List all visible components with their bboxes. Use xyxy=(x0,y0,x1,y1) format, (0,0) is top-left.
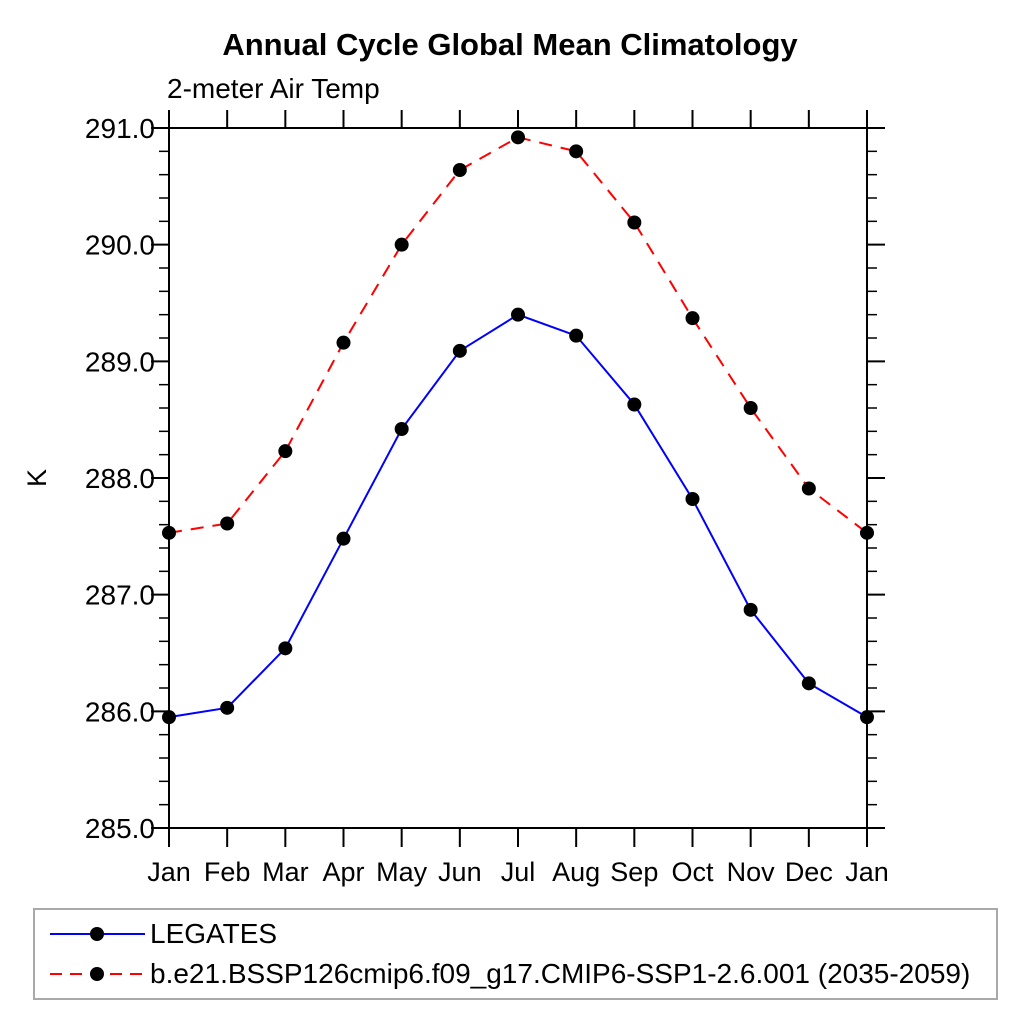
data-series xyxy=(162,130,874,725)
y-tick-label: 289.0 xyxy=(85,346,155,377)
series-line-legates xyxy=(168,313,868,719)
data-point-marker xyxy=(220,516,235,531)
data-point-marker xyxy=(394,237,409,252)
data-point-marker xyxy=(162,525,176,540)
x-tick-label: Mar xyxy=(262,857,309,887)
legend-line-sample xyxy=(50,927,145,941)
data-point-marker xyxy=(511,130,525,145)
x-tick-label: Dec xyxy=(785,857,833,887)
data-point-marker xyxy=(278,641,293,656)
data-point-marker xyxy=(801,481,816,496)
data-point-marker xyxy=(860,525,874,540)
data-point-marker xyxy=(860,710,874,725)
data-point-marker xyxy=(685,492,700,506)
chart-title: Annual Cycle Global Mean Climatology xyxy=(222,27,798,62)
data-point-marker xyxy=(627,215,642,230)
data-point-marker xyxy=(511,307,525,322)
data-point-marker xyxy=(801,676,816,691)
x-tick-label: Sep xyxy=(610,857,658,887)
data-point-marker xyxy=(336,335,351,350)
legend-item: b.e21.BSSP126cmip6.f09_g17.CMIP6-SSP1-2.… xyxy=(35,954,996,994)
x-tick-label: May xyxy=(376,857,428,887)
plot-axes xyxy=(151,110,885,847)
y-tick-label: 288.0 xyxy=(85,463,155,494)
chart-subtitle: 2-meter Air Temp xyxy=(167,73,380,104)
plot-border xyxy=(168,127,868,829)
data-point-marker xyxy=(685,311,700,326)
y-tick-label: 291.0 xyxy=(85,113,155,144)
y-tick-label: 287.0 xyxy=(85,580,155,611)
series-line-model xyxy=(168,136,868,534)
data-point-marker xyxy=(336,531,351,546)
y-tick-label: 286.0 xyxy=(85,696,155,727)
x-tick-label: Feb xyxy=(204,857,251,887)
data-point-marker xyxy=(220,700,235,715)
x-tick-label: Oct xyxy=(671,857,714,887)
y-axis-label: K xyxy=(22,469,52,487)
legend-line-sample xyxy=(50,967,145,981)
legend-marker xyxy=(90,967,104,981)
x-tick-label: Apr xyxy=(322,857,364,887)
data-point-marker xyxy=(569,328,584,343)
legend-label: LEGATES xyxy=(150,918,278,949)
data-point-marker xyxy=(162,710,176,725)
data-point-marker xyxy=(394,422,409,436)
x-tick-label: Jan xyxy=(147,857,191,887)
data-point-marker xyxy=(569,144,584,159)
x-tick-label: Jun xyxy=(438,857,482,887)
data-point-marker xyxy=(452,163,467,177)
tick-labels: 285.0 286.0 287.0 288.0 289.0 290.0 291.0 Jan Fe… xyxy=(85,113,889,887)
data-point-marker xyxy=(743,602,758,617)
data-point-marker xyxy=(743,401,758,415)
x-tick-label: Jul xyxy=(501,857,536,887)
legend-label: b.e21.BSSP126cmip6.f09_g17.CMIP6-SSP1-2.… xyxy=(150,958,971,989)
data-point-marker xyxy=(452,343,467,358)
legend-item: LEGATES xyxy=(35,914,996,954)
x-tick-label: Aug xyxy=(552,857,600,887)
y-tick-label: 290.0 xyxy=(85,230,155,261)
data-point-marker xyxy=(278,444,293,459)
y-tick-label: 285.0 xyxy=(85,813,155,844)
x-tick-label: Jan xyxy=(845,857,889,887)
x-tick-label: Nov xyxy=(727,857,776,887)
legend: LEGATES b.e21.BSSP126cmip6.f09_g17.CMIP6-… xyxy=(33,908,998,1000)
legend-marker xyxy=(90,927,104,941)
data-point-marker xyxy=(627,397,642,412)
